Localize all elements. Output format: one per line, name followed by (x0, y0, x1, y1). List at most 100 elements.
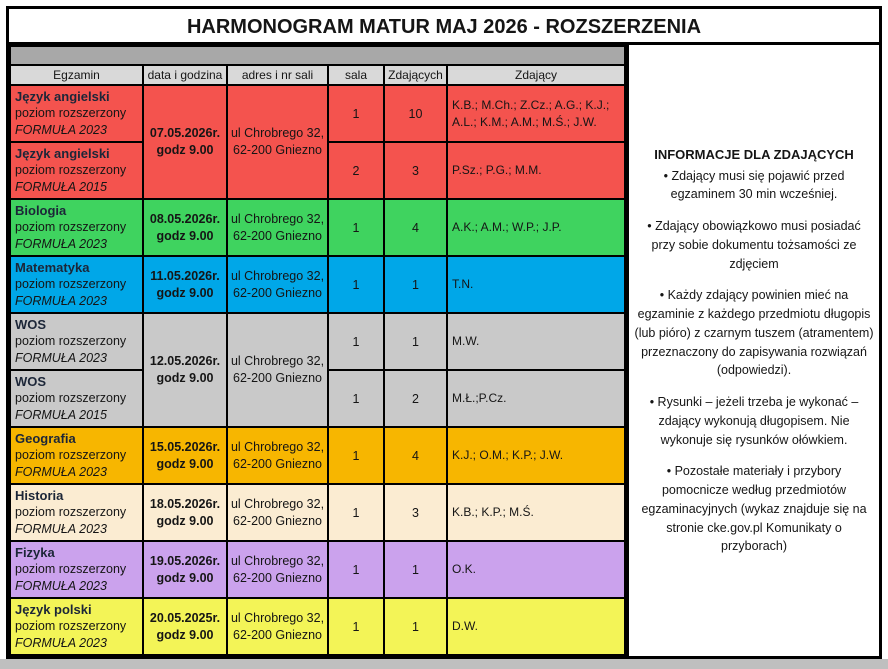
exam-cell: Język angielski poziom rozszerzony FORMU… (9, 84, 144, 143)
table-row-history: Historia poziom rozszerzony FORMUŁA 2023… (9, 483, 627, 542)
students-cell: P.Sz.; P.G.; M.M. (445, 141, 627, 200)
room-cell: 1 (327, 369, 385, 428)
address-cell: ul Chrobrego 32, 62-200 Gniezno (226, 198, 329, 257)
count-cell: 3 (383, 483, 448, 542)
info-bullet-drawings: • Rysunki – jeżeli trzeba je wykonać – z… (649, 395, 859, 447)
table-row-english-2015: Język angielski poziom rozszerzony FORMU… (9, 141, 627, 200)
students-cell: M.W. (445, 312, 627, 371)
exam-level: poziom rozszerzony (15, 619, 127, 633)
address-cell: ul Chrobrego 32, 62-200 Gniezno (226, 426, 329, 485)
address-cell: ul Chrobrego 32, 62-200 Gniezno (226, 597, 329, 656)
count-cell: 2 (383, 369, 448, 428)
exam-level: poziom rozszerzony (15, 220, 127, 234)
info-panel-title: INFORMACJE DLA ZDAJĄCYCH (654, 147, 854, 162)
date-cell: 19.05.2026r. godz 9.00 (142, 540, 228, 599)
exam-date: 11.05.2026r. (150, 268, 220, 283)
exam-date: 08.05.2026r. (149, 211, 221, 226)
address-line1: ul Chrobrego 32, (230, 354, 325, 368)
students-cell: K.B.; M.Ch.; Z.Cz.; A.G.; K.J.; A.L.; K.… (445, 84, 627, 143)
exam-subject: Biologia (15, 203, 67, 218)
address-cell: ul Chrobrego 32, 62-200 Gniezno (226, 84, 329, 200)
date-cell: 07.05.2026r. godz 9.00 (142, 84, 228, 200)
address-line2: 62-200 Gniezno (233, 570, 322, 585)
gray-band (8, 45, 627, 66)
count-cell: 1 (383, 597, 448, 656)
exam-cell: Język polski poziom rozszerzony FORMUŁA … (9, 597, 144, 656)
document-content: Egzamin data i godzina adres i nr sali s… (8, 45, 879, 656)
address-line2: 62-200 Gniezno (233, 371, 322, 385)
table-row-polish: Język polski poziom rozszerzony FORMUŁA … (9, 597, 627, 656)
address-line1: ul Chrobrego 32, (230, 126, 325, 140)
page-title: HARMONOGRAM MATUR MAJ 2026 - ROZSZERZENI… (9, 9, 879, 45)
exam-date: 15.05.2026r. (149, 439, 221, 454)
exam-cell: Język angielski poziom rozszerzony FORMU… (9, 141, 144, 200)
column-header-zdajacych: Zdających (383, 64, 448, 86)
top-band-row (8, 45, 627, 66)
table-row-wos-2023: WOS poziom rozszerzony FORMUŁA 2023 12.0… (9, 312, 627, 428)
exam-time: godz 9.00 (156, 513, 214, 528)
address-line1: ul Chrobrego 32, (230, 211, 325, 226)
info-bullet-id-document: • Zdający obowiązkowo musi posiadać przy… (647, 219, 861, 271)
bottom-gray-strip (0, 659, 888, 669)
table-row-biology: Biologia poziom rozszerzony FORMUŁA 2023… (9, 198, 627, 257)
date-cell: 15.05.2026r. godz 9.00 (142, 426, 228, 485)
count-cell: 4 (383, 198, 448, 257)
exam-level: poziom rozszerzony (15, 106, 127, 120)
address-cell: ul Chrobrego 32, 62-200 Gniezno (226, 312, 329, 428)
exam-time: godz 9.00 (156, 627, 214, 642)
date-cell: 12.05.2026r. godz 9.00 (142, 312, 228, 428)
exam-date: 20.05.2025r. (149, 610, 221, 625)
info-bullet-materials: • Pozostałe materiały i przybory pomocni… (641, 464, 867, 554)
count-cell: 1 (383, 312, 448, 371)
address-line1: ul Chrobrego 32, (230, 610, 325, 625)
room-cell: 1 (327, 540, 385, 599)
room-cell: 2 (327, 141, 385, 200)
exam-subject: Język polski (15, 602, 92, 617)
exam-formula: FORMUŁA 2023 (15, 636, 107, 650)
students-cell: T.N. (445, 255, 627, 314)
exam-cell: Historia poziom rozszerzony FORMUŁA 2023 (9, 483, 144, 542)
exam-cell: Geografia poziom rozszerzony FORMUŁA 202… (9, 426, 144, 485)
column-header-adres: adres i nr sali (226, 64, 329, 86)
students-cell: K.J.; O.M.; K.P.; J.W. (445, 426, 627, 485)
room-cell: 1 (327, 312, 385, 371)
exam-subject: Geografia (15, 431, 76, 446)
exam-time: godz 9.00 (156, 285, 214, 300)
schedule-document-page: HARMONOGRAM MATUR MAJ 2026 - ROZSZERZENI… (0, 6, 888, 669)
document-frame: HARMONOGRAM MATUR MAJ 2026 - ROZSZERZENI… (6, 6, 882, 659)
address-cell: ul Chrobrego 32, 62-200 Gniezno (226, 483, 329, 542)
exam-formula: FORMUŁA 2023 (15, 123, 107, 137)
room-cell: 1 (327, 597, 385, 656)
info-bullet-pen: • Każdy zdający powinien mieć na egzamin… (634, 288, 874, 378)
exam-subject: Matematyka (15, 260, 90, 275)
address-line2: 62-200 Gniezno (233, 228, 322, 243)
count-cell: 4 (383, 426, 448, 485)
address-cell: ul Chrobrego 32, 62-200 Gniezno (226, 255, 329, 314)
column-header-sala: sala (327, 64, 385, 86)
exam-formula: FORMUŁA 2023 (15, 465, 107, 479)
exam-level: poziom rozszerzony (15, 334, 127, 348)
exam-subject: WOS (15, 374, 47, 389)
count-cell: 10 (383, 84, 448, 143)
room-cell: 1 (327, 255, 385, 314)
exam-level: poziom rozszerzony (15, 163, 127, 177)
exam-level: poziom rozszerzony (15, 505, 127, 519)
date-cell: 18.05.2026r. godz 9.00 (142, 483, 228, 542)
address-cell: ul Chrobrego 32, 62-200 Gniezno (226, 540, 329, 599)
address-line2: 62-200 Gniezno (233, 285, 322, 300)
table-row-geography: Geografia poziom rozszerzony FORMUŁA 202… (9, 426, 627, 485)
count-cell: 3 (383, 141, 448, 200)
room-cell: 1 (327, 483, 385, 542)
column-header-zdajacy: Zdający (445, 64, 627, 86)
exam-level: poziom rozszerzony (15, 391, 127, 405)
address-line2: 62-200 Gniezno (233, 513, 322, 528)
info-panel: INFORMACJE DLA ZDAJĄCYCH • Zdający musi … (626, 45, 879, 656)
column-header-egzamin: Egzamin (9, 64, 144, 86)
exam-date: 12.05.2026r. (149, 354, 221, 368)
exam-time: godz 9.00 (156, 570, 214, 585)
students-cell: O.K. (445, 540, 627, 599)
address-line1: ul Chrobrego 32, (230, 268, 325, 283)
count-cell: 1 (383, 540, 448, 599)
students-cell: M.Ł.;P.Cz. (445, 369, 627, 428)
exam-cell: WOS poziom rozszerzony FORMUŁA 2023 (9, 312, 144, 371)
